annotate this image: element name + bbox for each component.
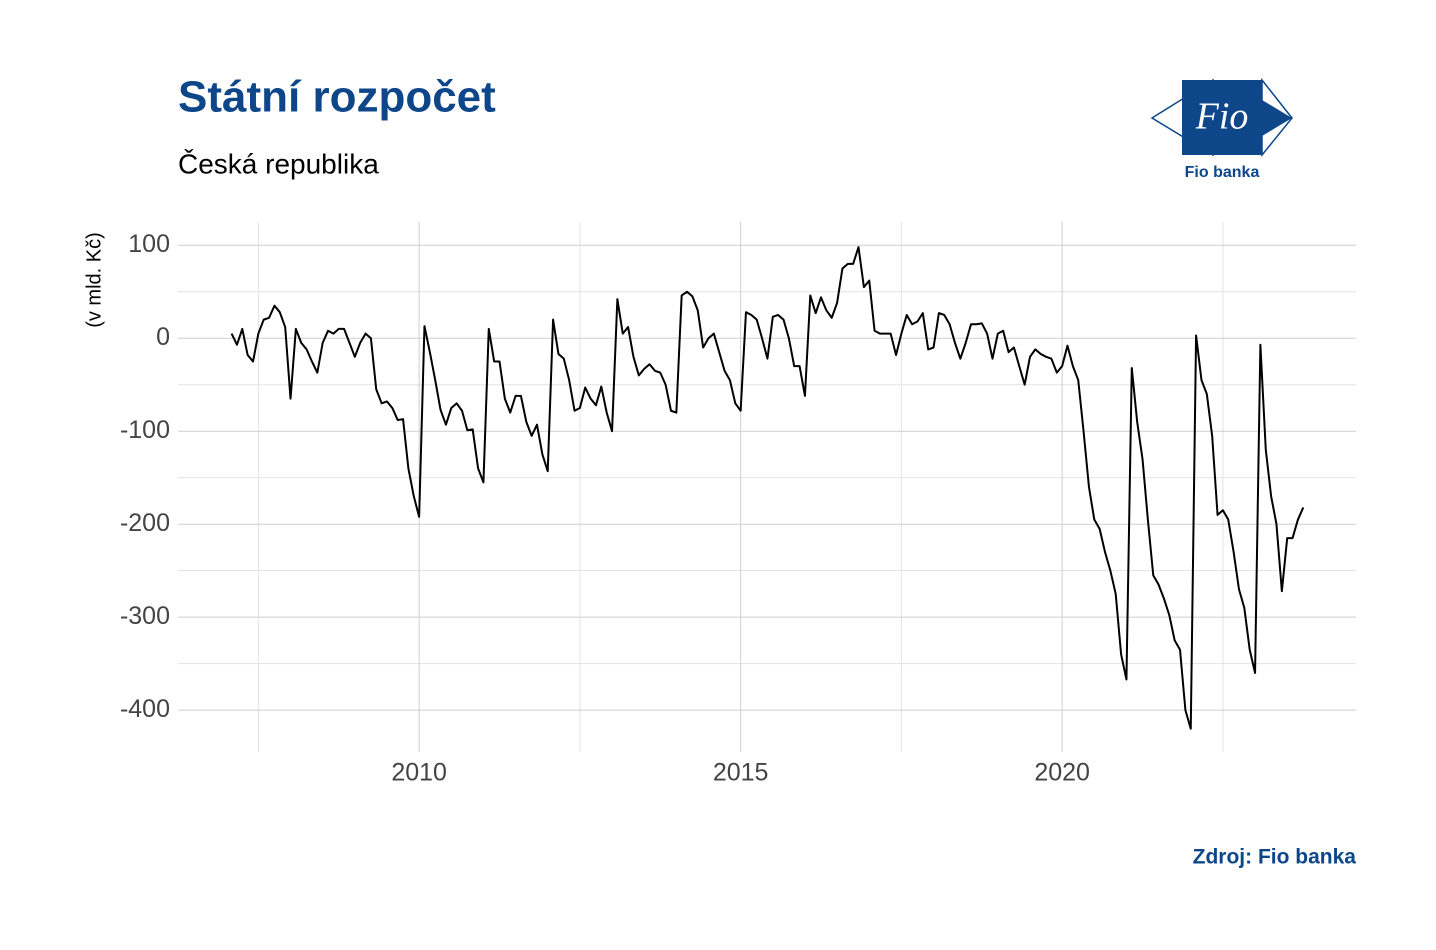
source: Zdroj: Fio banka xyxy=(1193,846,1357,869)
logo-caption: Fio banka xyxy=(1185,164,1260,181)
chart-subtitle: Česká republika xyxy=(178,148,379,179)
y-tick-label: -400 xyxy=(120,695,170,723)
y-axis-label: (v mld. Kč) xyxy=(83,232,105,328)
logo: Fio Fio banka xyxy=(1150,77,1293,181)
y-tick-label: 100 xyxy=(128,230,170,258)
data-line xyxy=(230,246,1305,730)
chart-title: Státní rozpočet xyxy=(178,73,496,122)
y-tick-label: -300 xyxy=(120,602,170,630)
logo-text: Fio xyxy=(1195,96,1249,138)
grid xyxy=(178,222,1356,752)
x-tick-label: 2010 xyxy=(391,759,447,787)
y-tick-label: -100 xyxy=(120,416,170,444)
x-tick-label: 2015 xyxy=(713,759,769,787)
y-tick-label: 0 xyxy=(156,323,170,351)
x-tick-label: 2020 xyxy=(1034,759,1090,787)
y-tick-label: -200 xyxy=(120,509,170,537)
logo-shape xyxy=(1262,100,1292,136)
logo-shape xyxy=(1182,80,1262,155)
